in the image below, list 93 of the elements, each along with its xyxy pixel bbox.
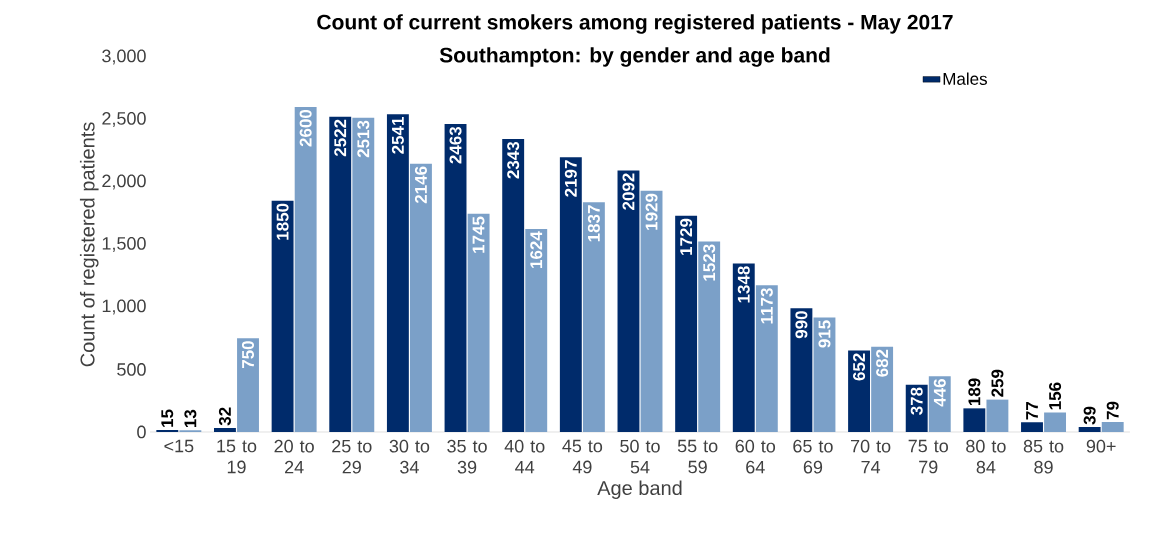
data-label: 1850 [276, 203, 289, 240]
y-tick-label: 2,000 [102, 174, 146, 190]
bar [329, 116, 352, 432]
bar [732, 263, 755, 432]
data-label: 77 [1026, 402, 1038, 420]
data-label: 1745 [472, 216, 485, 253]
data-label: 2600 [299, 109, 312, 147]
data-label: 189 [968, 378, 981, 406]
x-tick-label: 30 to 34 [389, 439, 430, 474]
data-label: 2463 [449, 126, 462, 164]
bar [214, 427, 236, 432]
bar [755, 285, 778, 432]
bar [963, 408, 986, 432]
x-tick-label: 85 to 89 [1023, 439, 1064, 474]
bar [294, 106, 317, 432]
bar [582, 202, 605, 432]
bar [271, 200, 294, 432]
data-label: 2541 [391, 117, 404, 154]
y-tick-label: 2,500 [102, 112, 146, 127]
bar [444, 124, 467, 432]
x-tick-label: 45 to 49 [562, 439, 603, 474]
data-label: 446 [933, 379, 946, 407]
data-label: 1729 [680, 218, 693, 255]
y-tick-label: 1,000 [102, 299, 146, 315]
data-label: 1624 [530, 231, 543, 268]
bar [559, 157, 582, 432]
legend-label: Males [943, 72, 987, 85]
x-tick-label: 70 to 74 [851, 439, 891, 474]
x-tick-label: 75 to 79 [908, 439, 948, 474]
x-tick-label: 55 to 59 [677, 439, 718, 474]
bar [352, 117, 375, 432]
data-label: 2513 [357, 120, 370, 158]
bar [525, 228, 548, 432]
data-label: 750 [241, 341, 255, 369]
data-label: 32 [218, 407, 231, 426]
chart-subtitle: Southampton: by gender and age band [439, 47, 830, 67]
data-label: 2092 [622, 173, 635, 210]
data-label: 2522 [334, 119, 347, 157]
bar [871, 346, 894, 432]
bar [675, 215, 698, 432]
bar [410, 163, 432, 432]
x-tick-label: 60 to 64 [735, 439, 776, 474]
data-label: 915 [818, 320, 831, 348]
data-label: 378 [910, 387, 923, 415]
data-label: 2197 [564, 160, 577, 197]
bar [1101, 422, 1124, 432]
x-tick-label: 80 to 84 [966, 439, 1006, 474]
bar [1078, 427, 1101, 432]
data-label: 79 [1106, 401, 1119, 420]
x-tick-label: <15 [164, 439, 194, 453]
data-label: 1929 [645, 193, 658, 230]
x-tick-label: 35 to 39 [447, 439, 487, 474]
bar [813, 317, 836, 432]
data-label: 990 [795, 311, 808, 339]
bar [640, 190, 663, 432]
bar [698, 241, 721, 432]
bar [986, 399, 1009, 432]
data-label: 13 [184, 409, 197, 428]
data-label: 156 [1049, 382, 1062, 410]
y-tick-label: 1,500 [102, 237, 146, 252]
y-axis-title: Count of registered patients [79, 122, 99, 367]
data-label: 2146 [414, 166, 427, 204]
data-label: 1837 [587, 205, 600, 242]
x-tick-label: 65 to 69 [793, 439, 833, 474]
x-tick-label: 20 to 24 [274, 439, 314, 474]
bar [848, 350, 871, 432]
data-label: 1348 [737, 266, 750, 303]
data-label: 682 [876, 349, 889, 377]
data-label: 1523 [703, 244, 716, 281]
data-label: 15 [161, 409, 174, 427]
data-label: 1173 [760, 288, 773, 324]
x-axis-title: Age band [597, 480, 682, 500]
x-tick-label: 15 to 19 [217, 439, 257, 474]
bar [1021, 422, 1043, 432]
bar [386, 114, 409, 432]
bar [790, 308, 813, 432]
bar [617, 170, 640, 432]
chart-title: Count of current smokers among registered patients - May 2017 [317, 14, 953, 34]
y-tick-label: 3,000 [102, 49, 146, 65]
data-label: 259 [991, 369, 1004, 397]
y-tick-label: 0 [137, 425, 146, 439]
x-tick-label: 90+ [1086, 439, 1116, 453]
data-label: 39 [1083, 406, 1096, 425]
x-tick-label: 40 to 44 [504, 439, 545, 474]
y-tick-label: 500 [117, 363, 146, 376]
bar [1044, 412, 1067, 432]
data-label: 2343 [507, 141, 520, 179]
x-tick-label: 25 to 29 [332, 439, 372, 474]
bar [237, 338, 259, 432]
data-label: 652 [853, 353, 866, 381]
x-tick-label: 50 to 54 [620, 439, 660, 474]
bar [502, 139, 525, 432]
bar [467, 213, 490, 432]
